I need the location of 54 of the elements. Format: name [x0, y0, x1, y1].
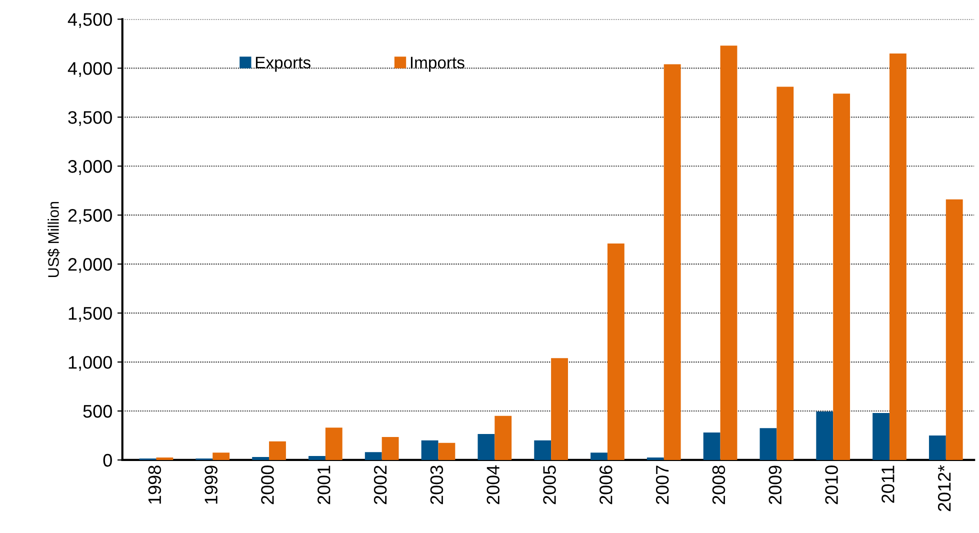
y-tick-label: 1,500	[68, 306, 112, 322]
y-tick-label: 0	[103, 454, 112, 467]
x-tick-label: 2000	[261, 466, 274, 504]
bar	[421, 440, 438, 460]
x-tick-label: 2012*	[938, 465, 951, 512]
bar	[478, 434, 495, 460]
legend-label: Imports	[410, 56, 464, 72]
bar	[590, 452, 608, 460]
y-axis-title: US$ Million	[47, 202, 60, 278]
bar	[776, 86, 794, 460]
bar	[872, 412, 890, 460]
x-tick-label: 2007	[656, 466, 669, 504]
y-tick-label: 3,500	[68, 111, 112, 126]
y-tick-label: 3,000	[68, 160, 112, 175]
bar	[364, 452, 382, 460]
bar	[212, 452, 230, 460]
bar	[816, 411, 834, 460]
bar	[438, 442, 456, 460]
bar	[551, 358, 568, 460]
bar	[325, 428, 342, 460]
bar	[382, 436, 399, 460]
x-tick-label: 2003	[430, 466, 444, 504]
bar	[269, 441, 286, 460]
x-tick-label: 2001	[318, 466, 330, 504]
bar	[720, 46, 738, 460]
bar	[946, 199, 963, 460]
bar	[760, 428, 777, 460]
x-tick-label: 2010	[825, 466, 838, 504]
bar	[889, 53, 906, 460]
x-tick-label: 2009	[768, 466, 782, 504]
y-tick-label: 4,000	[68, 62, 112, 78]
bar	[534, 440, 552, 460]
x-tick-label: 2011	[882, 466, 894, 503]
bar	[252, 457, 270, 460]
x-tick-label: 2008	[712, 466, 726, 504]
y-tick-label: 1,000	[68, 356, 112, 371]
x-tick-label: 2006	[600, 466, 612, 504]
bar	[833, 94, 850, 460]
bar	[494, 416, 512, 460]
bar	[703, 432, 720, 460]
x-tick-label: 1998	[148, 466, 162, 504]
bar	[607, 244, 624, 460]
bar	[928, 435, 946, 460]
x-tick-label: 1999	[204, 466, 218, 504]
y-tick-label: 500	[83, 404, 112, 418]
y-tick-label: 2,000	[68, 258, 112, 273]
bar	[664, 64, 681, 460]
y-tick-label: 2,500	[68, 209, 112, 224]
bar	[308, 456, 326, 460]
x-tick-label: 2004	[486, 465, 500, 504]
y-tick-label: 4,500	[68, 13, 112, 28]
x-tick-label: 2005	[543, 466, 556, 504]
legend-label: Exports	[256, 56, 310, 72]
x-tick-label: 2002	[374, 466, 387, 504]
